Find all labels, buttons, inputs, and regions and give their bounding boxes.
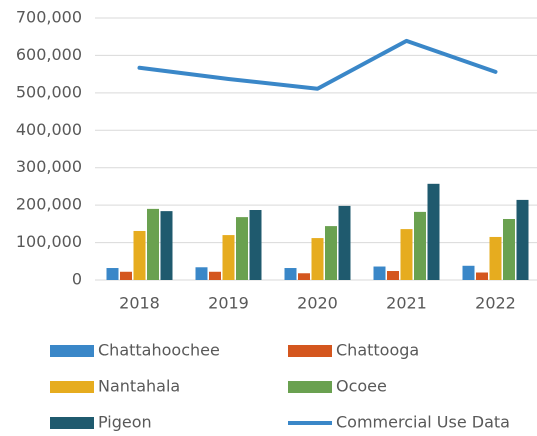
bar	[427, 183, 440, 280]
bar	[503, 218, 515, 280]
bar	[236, 217, 248, 280]
x-tick-label: 2021	[386, 294, 427, 313]
legend-swatch	[50, 417, 94, 429]
y-tick-label: 300,000	[16, 157, 82, 176]
y-tick-label: 200,000	[16, 195, 82, 214]
x-tick-label: 2018	[119, 294, 160, 313]
legend-label: Chattooga	[336, 341, 419, 360]
bar	[249, 210, 262, 280]
bar	[209, 271, 221, 280]
bar	[387, 271, 399, 280]
legend-swatch	[288, 345, 332, 357]
legend-label: Chattahoochee	[98, 341, 220, 360]
line	[137, 38, 498, 91]
bar	[160, 211, 173, 280]
bar	[489, 236, 502, 280]
bar	[147, 208, 159, 280]
bar	[298, 273, 310, 280]
bar	[476, 272, 488, 280]
legend-swatch	[50, 381, 94, 393]
x-tick-label: 2022	[475, 294, 516, 313]
bar	[195, 267, 208, 280]
bar	[338, 205, 351, 280]
bar	[414, 211, 426, 280]
y-tick-label: 400,000	[16, 120, 82, 139]
legend-label: Commercial Use Data	[336, 413, 510, 432]
y-tick-label: 100,000	[16, 232, 82, 251]
bar	[325, 226, 337, 280]
legend-label: Nantahala	[98, 377, 180, 396]
legend-swatch	[288, 381, 332, 393]
bar	[284, 268, 297, 280]
bar	[462, 265, 475, 280]
y-tick-label: 600,000	[16, 45, 82, 64]
bar	[311, 238, 324, 280]
x-tick-label: 2019	[208, 294, 249, 313]
bar	[373, 266, 386, 280]
bar	[133, 230, 146, 280]
bar	[120, 271, 132, 280]
bar	[106, 268, 119, 280]
y-tick-label: 0	[72, 270, 82, 289]
legend-label: Pigeon	[98, 413, 152, 432]
bar	[516, 199, 529, 280]
legend-swatch	[50, 345, 94, 357]
bar	[400, 229, 413, 280]
y-tick-label: 500,000	[16, 82, 82, 101]
legend-label: Ocoee	[336, 377, 387, 396]
x-tick-label: 2020	[297, 294, 338, 313]
y-tick-label: 700,000	[16, 8, 82, 27]
bar	[222, 235, 235, 280]
